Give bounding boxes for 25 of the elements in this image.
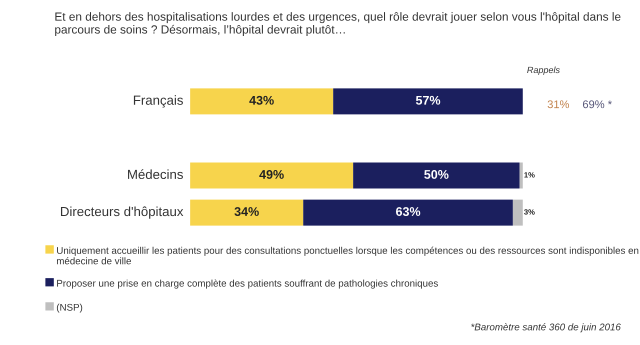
bar xyxy=(333,88,523,114)
bar xyxy=(190,88,334,114)
legend-label: (NSP) xyxy=(56,304,82,313)
data-label: 34% xyxy=(234,207,259,216)
data-label: 43% xyxy=(249,96,274,105)
bar xyxy=(353,162,520,188)
bar xyxy=(190,200,304,226)
bar xyxy=(190,162,354,188)
text: *Baromètre santé 360 de juin 2016 xyxy=(471,323,621,332)
bar xyxy=(303,200,513,226)
text: 31% xyxy=(548,100,570,108)
data-label: 50% xyxy=(424,170,449,179)
y-tick-label: Français xyxy=(134,95,183,108)
data-label: 63% xyxy=(396,207,420,216)
text: Rappels xyxy=(527,66,560,75)
y-tick-label: Médecins xyxy=(128,169,183,180)
legend-label: Proposer une prise en charge complète des patients souffrant de pathologies chroniques xyxy=(57,279,438,289)
bar xyxy=(520,162,523,188)
y-tick-label: Directeurs d'hôpitaux xyxy=(60,206,184,219)
bar xyxy=(512,200,523,226)
text: 69% * xyxy=(582,100,612,108)
data-label: 57% xyxy=(416,96,440,105)
data-label: 49% xyxy=(259,170,284,179)
legend-label: Uniquement accueillir les patients pour des consultations ponctuelles lorsque les compétences ou des ressources sont indisponibles en médecine de ville xyxy=(56,246,638,264)
chart-title: Et en dehors des hospitalisations lourdes et des urgences, quel rôle devrait jouer selon vous l'hôpital dans le parcours de soins ? Désormais, l’hôpital devrait plutôt… xyxy=(55,12,621,36)
